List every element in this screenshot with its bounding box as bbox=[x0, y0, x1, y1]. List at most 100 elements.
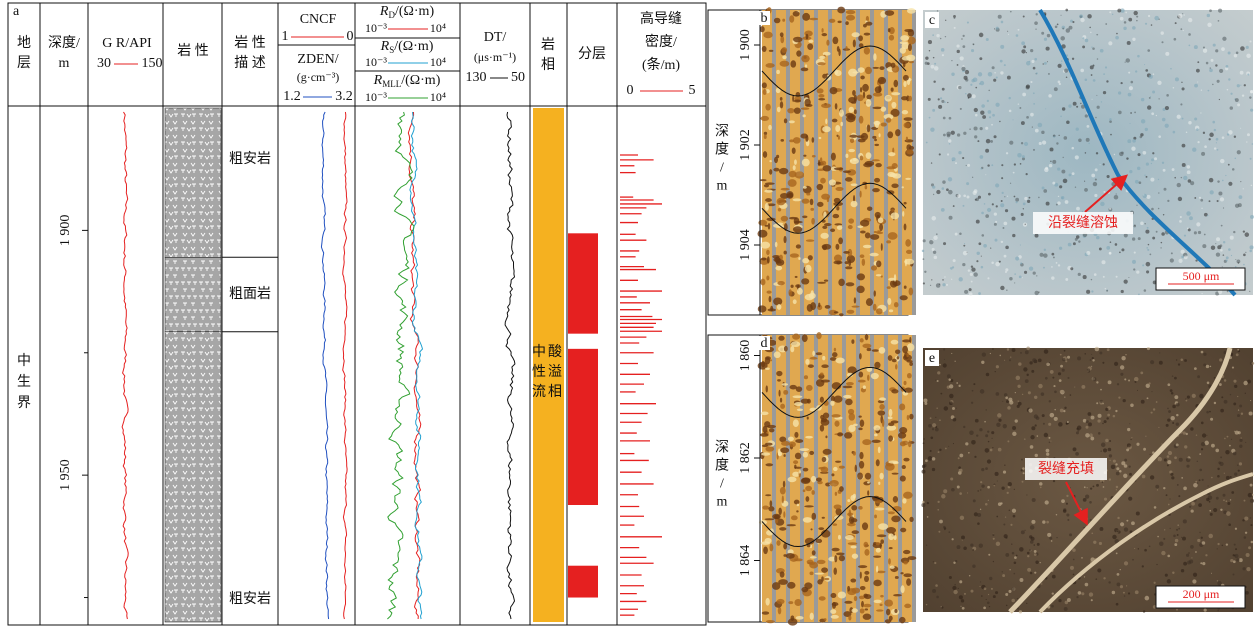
image-texture bbox=[857, 472, 864, 480]
grain bbox=[1086, 124, 1090, 128]
grain bbox=[1190, 181, 1195, 186]
image-texture bbox=[792, 226, 803, 233]
grain bbox=[1199, 453, 1201, 455]
grain bbox=[1070, 19, 1073, 23]
scale-max: 150 bbox=[142, 56, 163, 71]
image-texture bbox=[886, 527, 897, 534]
grain bbox=[1049, 147, 1054, 152]
grain bbox=[1203, 233, 1206, 236]
grain bbox=[1221, 396, 1224, 399]
grain bbox=[1152, 236, 1156, 240]
grain bbox=[952, 585, 957, 591]
grain bbox=[1099, 399, 1103, 403]
grain bbox=[1119, 469, 1122, 473]
image-texture bbox=[824, 223, 832, 227]
image-texture bbox=[862, 343, 872, 349]
image-texture bbox=[859, 155, 864, 161]
grain bbox=[992, 560, 995, 563]
image-texture bbox=[780, 139, 785, 142]
grain bbox=[944, 35, 947, 38]
grain bbox=[1123, 279, 1128, 284]
grain bbox=[976, 434, 979, 437]
grain bbox=[1251, 361, 1255, 365]
scale-min: 10⁻³ bbox=[365, 55, 387, 69]
grain bbox=[1032, 92, 1035, 95]
grain bbox=[1053, 384, 1056, 388]
image-texture bbox=[800, 477, 811, 484]
grain bbox=[1225, 500, 1228, 503]
image-texture bbox=[879, 603, 883, 607]
grain bbox=[951, 59, 953, 62]
image-texture bbox=[899, 616, 906, 624]
grain bbox=[1078, 240, 1081, 243]
image-texture bbox=[763, 134, 767, 139]
grain bbox=[1198, 503, 1202, 508]
grain bbox=[1109, 120, 1112, 124]
grain bbox=[1146, 397, 1149, 400]
grain bbox=[1248, 546, 1252, 550]
image-texture bbox=[804, 30, 813, 37]
image-texture bbox=[865, 99, 872, 107]
grain bbox=[1007, 406, 1011, 410]
image-texture bbox=[780, 187, 790, 191]
grain bbox=[992, 113, 995, 117]
grain bbox=[1115, 275, 1118, 278]
grain bbox=[1197, 230, 1202, 235]
grain bbox=[1126, 448, 1130, 452]
image-texture bbox=[888, 277, 896, 281]
grain bbox=[1250, 524, 1253, 527]
grain bbox=[1034, 233, 1039, 238]
grain bbox=[1148, 74, 1153, 79]
grain bbox=[967, 492, 969, 494]
grain bbox=[1084, 38, 1089, 43]
image-texture bbox=[835, 357, 845, 364]
image-texture bbox=[845, 21, 849, 26]
grain bbox=[1216, 79, 1220, 83]
grain bbox=[1227, 501, 1231, 505]
image-texture bbox=[904, 139, 914, 143]
grain bbox=[1186, 165, 1191, 169]
image-texture bbox=[845, 282, 855, 287]
image-texture bbox=[903, 354, 912, 361]
grain bbox=[1013, 561, 1017, 565]
grain bbox=[1007, 485, 1011, 489]
grain bbox=[1199, 393, 1204, 399]
grain bbox=[1174, 543, 1178, 547]
image-texture bbox=[907, 36, 916, 45]
image-texture bbox=[778, 335, 785, 341]
grain bbox=[1155, 401, 1158, 403]
image-texture bbox=[815, 538, 823, 544]
grain bbox=[967, 269, 971, 272]
grain bbox=[1001, 571, 1003, 573]
grain bbox=[1201, 292, 1203, 295]
grain bbox=[1034, 553, 1037, 556]
grain bbox=[1063, 136, 1068, 140]
grain bbox=[1061, 196, 1064, 200]
grain bbox=[1131, 146, 1136, 151]
image-texture bbox=[821, 516, 825, 519]
grain bbox=[1191, 393, 1196, 398]
grain bbox=[1217, 542, 1220, 546]
image-texture bbox=[893, 301, 899, 308]
grain bbox=[1012, 119, 1014, 121]
grain bbox=[1237, 409, 1240, 411]
grain bbox=[1227, 163, 1230, 166]
image-texture bbox=[887, 28, 891, 33]
image-texture bbox=[779, 32, 784, 38]
panel-label: c bbox=[929, 13, 935, 28]
depth-tick-label: 1 902 bbox=[738, 129, 753, 161]
image-texture bbox=[790, 60, 797, 68]
sinusoid bbox=[761, 366, 907, 418]
scale-max: 50 bbox=[511, 70, 525, 85]
grain bbox=[1029, 571, 1033, 575]
grain bbox=[1115, 471, 1120, 476]
grain bbox=[948, 378, 952, 381]
grain bbox=[1209, 9, 1212, 13]
grain bbox=[1007, 482, 1012, 487]
image-texture bbox=[845, 9, 856, 15]
grain bbox=[1170, 472, 1174, 476]
grain bbox=[974, 418, 979, 423]
grain bbox=[939, 37, 942, 40]
grain bbox=[1117, 91, 1122, 95]
grain bbox=[968, 451, 970, 454]
